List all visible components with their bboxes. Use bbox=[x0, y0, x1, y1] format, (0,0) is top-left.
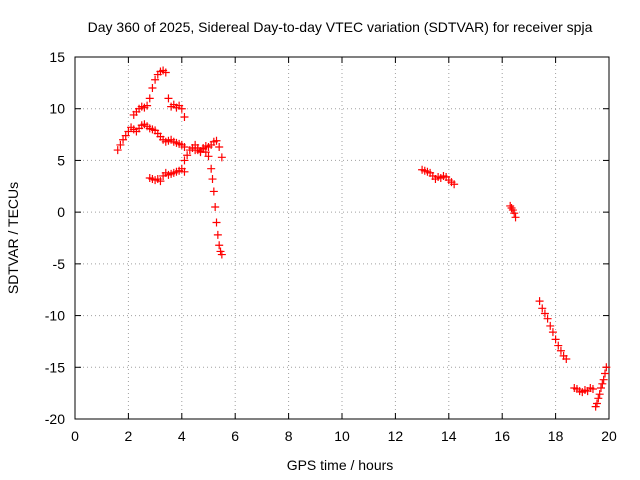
data-point bbox=[164, 94, 173, 103]
x-tick-label: 18 bbox=[548, 428, 564, 444]
data-point bbox=[215, 142, 224, 151]
series-arc-b bbox=[129, 66, 189, 121]
data-point bbox=[217, 153, 226, 162]
series-arc-a bbox=[113, 120, 189, 155]
data-point bbox=[183, 151, 192, 160]
data-point bbox=[599, 375, 608, 384]
data-point bbox=[113, 146, 122, 155]
data-point bbox=[598, 379, 607, 388]
x-tick-label: 8 bbox=[285, 428, 293, 444]
y-tick-label: 5 bbox=[57, 152, 65, 168]
data-point bbox=[600, 369, 609, 378]
y-tick-label: 15 bbox=[49, 49, 65, 65]
data-point bbox=[180, 142, 189, 151]
y-tick-label: -5 bbox=[53, 256, 66, 272]
data-point bbox=[116, 140, 125, 149]
x-tick-label: 4 bbox=[178, 428, 186, 444]
x-tick-label: 0 bbox=[71, 428, 79, 444]
data-point bbox=[538, 304, 547, 313]
axis-ticks: 0 2 4 6 8 10 12 14 16 18 20 -20 -15 -10 -5 0 5 10 15 bbox=[45, 49, 617, 444]
data-point bbox=[556, 346, 565, 355]
data-point bbox=[450, 180, 459, 189]
data-point bbox=[546, 321, 555, 330]
data-point bbox=[562, 355, 571, 364]
x-tick-label: 14 bbox=[441, 428, 457, 444]
data-point bbox=[215, 241, 224, 250]
series-arc-g bbox=[506, 201, 520, 222]
data-point bbox=[510, 209, 519, 218]
data-point bbox=[124, 127, 133, 136]
data-point bbox=[207, 164, 216, 173]
data-point bbox=[177, 104, 186, 113]
x-tick-label: 2 bbox=[125, 428, 133, 444]
data-point bbox=[511, 213, 520, 222]
y-axis-title: SDTVAR / TECUs bbox=[5, 182, 21, 294]
data-point bbox=[211, 202, 220, 211]
y-tick-label: -15 bbox=[45, 359, 65, 375]
data-point bbox=[554, 341, 563, 350]
data-point bbox=[602, 363, 611, 372]
data-point bbox=[551, 335, 560, 344]
data-point bbox=[595, 390, 604, 399]
data-point bbox=[180, 112, 189, 121]
data-point bbox=[594, 394, 603, 403]
data-point bbox=[588, 385, 597, 394]
series-arc-c bbox=[145, 164, 189, 186]
data-point bbox=[208, 175, 217, 184]
data-point bbox=[161, 68, 170, 77]
series-arc-e bbox=[188, 144, 226, 259]
data-points bbox=[113, 66, 611, 411]
x-tick-label: 6 bbox=[231, 428, 239, 444]
data-point bbox=[212, 218, 221, 227]
y-tick-label: 0 bbox=[57, 204, 65, 220]
data-point bbox=[217, 250, 226, 259]
data-point bbox=[592, 399, 601, 408]
data-point bbox=[543, 314, 552, 323]
y-tick-label: -10 bbox=[45, 308, 65, 324]
data-point bbox=[121, 131, 130, 140]
series-arc-h bbox=[535, 297, 571, 364]
series-arc-f bbox=[418, 165, 459, 189]
x-tick-label: 20 bbox=[601, 428, 617, 444]
data-point bbox=[148, 84, 157, 93]
data-point bbox=[209, 187, 218, 196]
data-point bbox=[180, 167, 189, 176]
x-tick-label: 12 bbox=[388, 428, 404, 444]
y-tick-label: -20 bbox=[45, 411, 65, 427]
data-point bbox=[540, 309, 549, 318]
data-point bbox=[212, 136, 221, 145]
series-arc-i bbox=[570, 383, 597, 397]
data-point bbox=[535, 297, 544, 306]
data-point bbox=[213, 230, 222, 239]
x-tick-label: 10 bbox=[334, 428, 350, 444]
data-point bbox=[119, 135, 128, 144]
series-arc-j bbox=[591, 363, 611, 411]
data-point bbox=[156, 177, 165, 186]
y-tick-label: 10 bbox=[49, 101, 65, 117]
data-point bbox=[151, 75, 160, 84]
data-point bbox=[145, 94, 154, 103]
grid bbox=[75, 57, 609, 419]
x-tick-label: 16 bbox=[494, 428, 510, 444]
data-point bbox=[201, 148, 210, 157]
data-point bbox=[548, 328, 557, 337]
data-point bbox=[143, 101, 152, 110]
x-axis-title: GPS time / hours bbox=[287, 457, 394, 473]
data-point bbox=[204, 152, 213, 161]
data-point bbox=[180, 156, 189, 165]
chart-title: Day 360 of 2025, Sidereal Day-to-day VTE… bbox=[88, 19, 593, 35]
data-point bbox=[596, 383, 605, 392]
